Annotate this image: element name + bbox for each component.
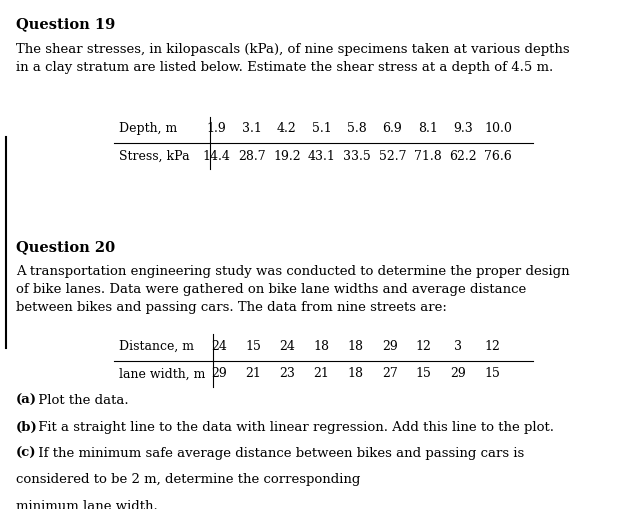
Text: If the minimum safe average distance between bikes and passing cars is: If the minimum safe average distance bet… [34,447,524,460]
Text: 27: 27 [382,367,398,380]
Text: 18: 18 [314,340,329,353]
Text: lane width, m: lane width, m [119,367,206,380]
Text: 43.1: 43.1 [308,150,336,163]
Text: 3: 3 [454,340,462,353]
Text: 3.1: 3.1 [242,122,262,135]
Text: Fit a straight line to the data with linear regression. Add this line to the plo: Fit a straight line to the data with lin… [34,420,554,434]
Text: 18: 18 [348,340,364,353]
Text: (b): (b) [16,420,38,434]
Text: Plot the data.: Plot the data. [34,394,129,407]
Text: 29: 29 [211,367,227,380]
Text: 15: 15 [484,367,500,380]
Text: 19.2: 19.2 [273,150,301,163]
Text: 24: 24 [211,340,227,353]
Text: 52.7: 52.7 [379,150,406,163]
Text: 14.4: 14.4 [202,150,231,163]
Text: 21: 21 [246,367,261,380]
Text: 29: 29 [450,367,466,380]
Text: A transportation engineering study was conducted to determine the proper design
: A transportation engineering study was c… [16,265,570,314]
Text: 1.9: 1.9 [207,122,226,135]
Text: 8.1: 8.1 [418,122,437,135]
Text: considered to be 2 m, determine the corresponding: considered to be 2 m, determine the corr… [16,473,361,486]
Text: 24: 24 [279,340,296,353]
Text: 5.8: 5.8 [348,122,367,135]
Text: 29: 29 [382,340,398,353]
Text: 23: 23 [279,367,296,380]
Text: 76.6: 76.6 [484,150,512,163]
Text: Depth, m: Depth, m [119,122,178,135]
Text: 62.2: 62.2 [449,150,476,163]
Text: 12: 12 [484,340,500,353]
Text: 4.2: 4.2 [277,122,297,135]
Text: 18: 18 [348,367,364,380]
Text: Question 20: Question 20 [16,240,116,254]
Text: 6.9: 6.9 [382,122,402,135]
Text: The shear stresses, in kilopascals (kPa), of nine specimens taken at various dep: The shear stresses, in kilopascals (kPa)… [16,43,570,74]
Text: 9.3: 9.3 [453,122,472,135]
Text: minimum lane width.: minimum lane width. [16,500,158,509]
Text: (a): (a) [16,394,38,407]
Text: 28.7: 28.7 [238,150,266,163]
Text: (c): (c) [16,447,37,460]
Text: 21: 21 [314,367,329,380]
Text: 10.0: 10.0 [484,122,512,135]
Text: 15: 15 [416,367,432,380]
Text: 71.8: 71.8 [414,150,441,163]
Text: Question 19: Question 19 [16,17,116,31]
Text: 5.1: 5.1 [312,122,332,135]
Text: 33.5: 33.5 [343,150,371,163]
Text: Distance, m: Distance, m [119,340,194,353]
Text: 12: 12 [416,340,432,353]
Text: Stress, kPa: Stress, kPa [119,150,190,163]
Text: 15: 15 [246,340,261,353]
